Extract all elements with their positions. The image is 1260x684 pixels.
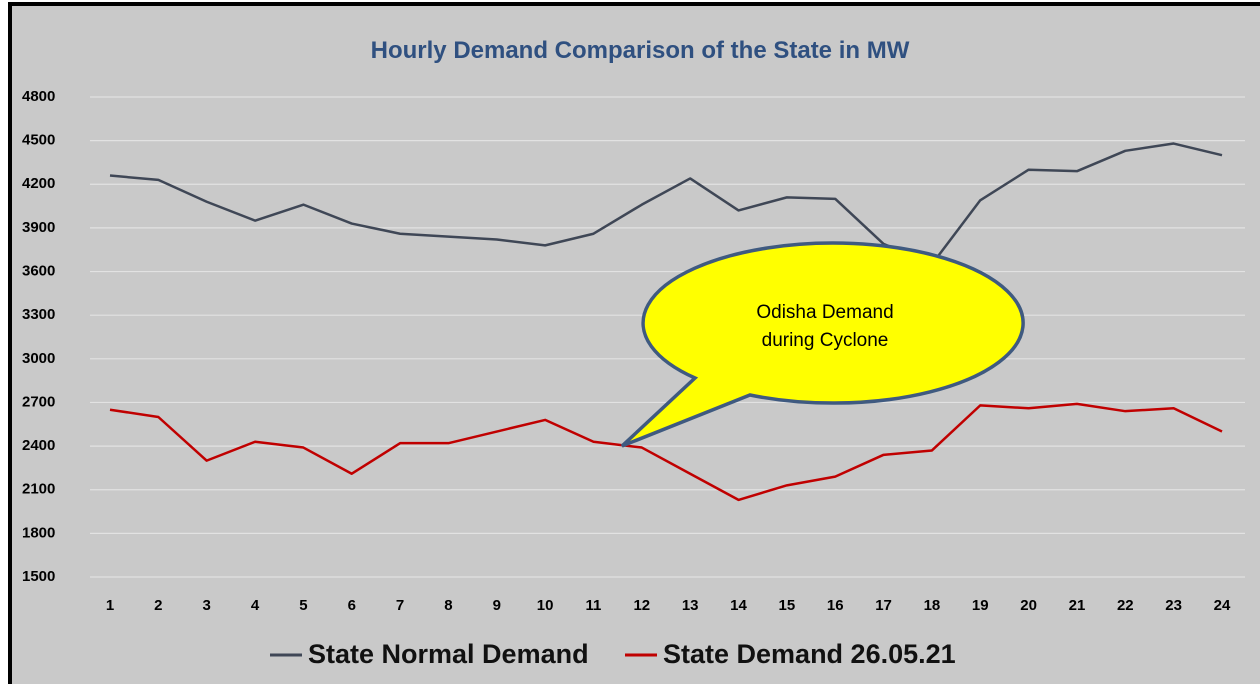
x-tick-label: 7 <box>396 597 404 614</box>
y-tick-label: 2100 <box>22 481 55 498</box>
x-tick-label: 12 <box>633 597 650 614</box>
y-tick-label: 3000 <box>22 350 55 367</box>
x-tick-label: 19 <box>972 597 989 614</box>
y-tick-label: 3600 <box>22 263 55 280</box>
plot <box>109 142 1223 502</box>
x-tick-label: 20 <box>1020 597 1037 614</box>
x-tick-label: 6 <box>348 597 356 614</box>
x-tick-label: 17 <box>875 597 892 614</box>
series-line <box>109 402 1223 502</box>
x-tick-label: 22 <box>1117 597 1134 614</box>
chart-title: Hourly Demand Comparison of the State in… <box>371 37 910 64</box>
x-tick-label: 3 <box>203 597 211 614</box>
y-tick-label: 4800 <box>22 88 55 105</box>
legend: State Normal Demand State Demand 26.05.21 <box>270 639 956 669</box>
x-tick-label: 15 <box>779 597 796 614</box>
x-tick-label: 16 <box>827 597 844 614</box>
y-tick-label: 1500 <box>22 568 55 585</box>
legend-label: State Demand 26.05.21 <box>663 639 956 669</box>
y-tick-label: 2400 <box>22 437 55 454</box>
x-tick-label: 14 <box>730 597 747 614</box>
callout: Odisha Demand during Cyclone <box>620 241 1025 448</box>
y-tick-label: 4500 <box>22 132 55 149</box>
x-tick-label: 24 <box>1214 597 1231 614</box>
y-tick-label: 4200 <box>22 175 55 192</box>
legend-label: State Normal Demand <box>308 639 589 669</box>
x-tick-label: 18 <box>924 597 941 614</box>
y-tick-label: 3300 <box>22 306 55 323</box>
x-tick-label: 9 <box>493 597 501 614</box>
series-line <box>109 142 1223 266</box>
x-tick-label: 21 <box>1069 597 1086 614</box>
annotation-text: Odisha Demand <box>756 302 893 323</box>
y-tick-label: 2700 <box>22 393 55 410</box>
y-tick-label: 3900 <box>22 219 55 236</box>
x-tick-label: 10 <box>537 597 554 614</box>
chart-frame <box>8 2 1260 684</box>
x-tick-label: 23 <box>1165 597 1182 614</box>
x-tick-label: 13 <box>682 597 699 614</box>
x-tick-label: 5 <box>299 597 307 614</box>
callout-bubble <box>620 241 1025 448</box>
x-tick-label: 11 <box>586 597 602 614</box>
y-tick-label: 1800 <box>22 524 55 541</box>
x-tick-label: 8 <box>444 597 452 614</box>
x-tick-label: 2 <box>154 597 162 614</box>
x-tick-label: 4 <box>251 597 260 614</box>
annotation-text: during Cyclone <box>762 330 889 351</box>
x-tick-label: 1 <box>106 597 114 614</box>
